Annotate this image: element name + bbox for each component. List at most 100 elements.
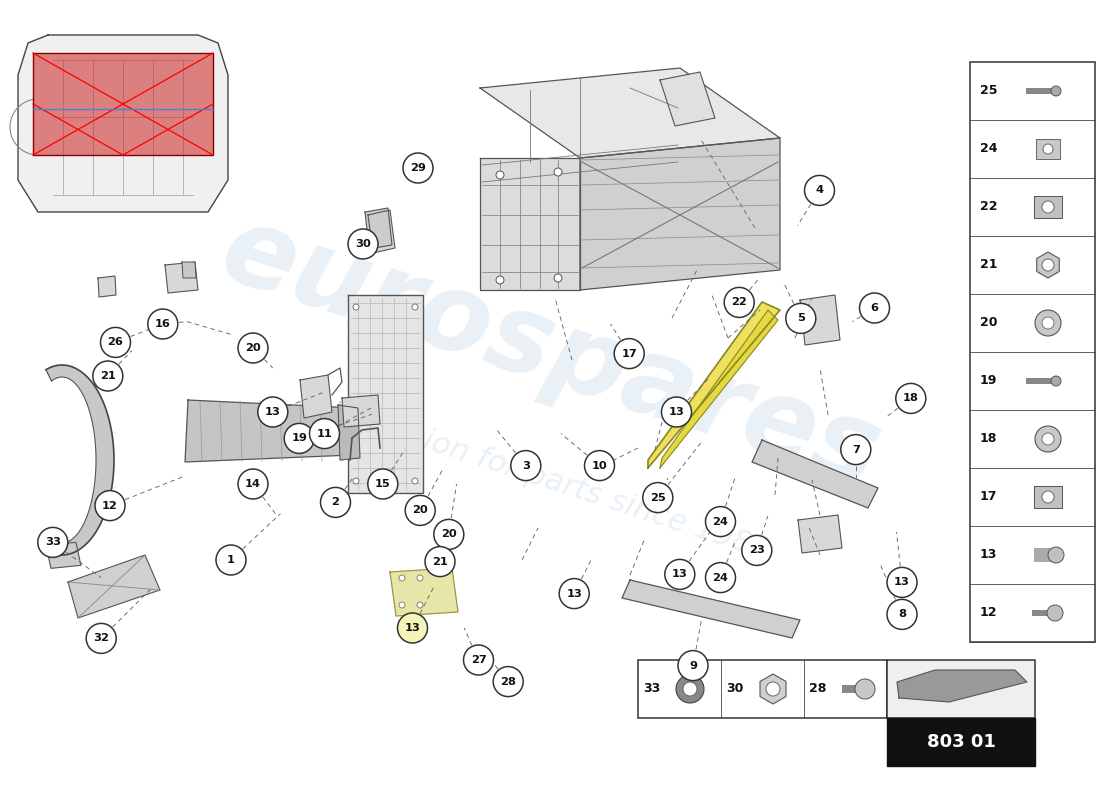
Text: 20: 20 bbox=[441, 530, 456, 539]
Text: 12: 12 bbox=[102, 501, 118, 510]
Text: 32: 32 bbox=[94, 634, 109, 643]
FancyBboxPatch shape bbox=[638, 660, 887, 718]
Circle shape bbox=[403, 153, 433, 183]
Text: 4: 4 bbox=[815, 186, 824, 195]
Circle shape bbox=[705, 506, 736, 537]
Circle shape bbox=[895, 383, 926, 414]
Text: 28: 28 bbox=[500, 677, 516, 686]
Circle shape bbox=[1042, 201, 1054, 213]
Polygon shape bbox=[1032, 610, 1050, 616]
Text: 20: 20 bbox=[412, 506, 428, 515]
Circle shape bbox=[1047, 605, 1063, 621]
Circle shape bbox=[724, 287, 755, 318]
Polygon shape bbox=[182, 262, 196, 278]
Polygon shape bbox=[660, 310, 778, 468]
Text: 13: 13 bbox=[894, 578, 910, 587]
Circle shape bbox=[741, 535, 772, 566]
Circle shape bbox=[348, 229, 378, 259]
Circle shape bbox=[642, 482, 673, 513]
Polygon shape bbox=[660, 72, 715, 126]
Text: 33: 33 bbox=[45, 538, 60, 547]
Circle shape bbox=[785, 303, 816, 334]
Text: 26: 26 bbox=[108, 338, 123, 347]
Text: 24: 24 bbox=[713, 517, 728, 526]
Circle shape bbox=[559, 578, 590, 609]
Circle shape bbox=[614, 338, 645, 369]
Polygon shape bbox=[338, 405, 360, 460]
Text: 18: 18 bbox=[980, 433, 998, 446]
Polygon shape bbox=[896, 670, 1027, 702]
Text: 16: 16 bbox=[155, 319, 170, 329]
Circle shape bbox=[676, 675, 704, 703]
Circle shape bbox=[320, 487, 351, 518]
Text: 22: 22 bbox=[732, 298, 747, 307]
Circle shape bbox=[95, 490, 125, 521]
Polygon shape bbox=[18, 35, 228, 212]
Polygon shape bbox=[98, 276, 116, 297]
Circle shape bbox=[147, 309, 178, 339]
Text: 24: 24 bbox=[713, 573, 728, 582]
Circle shape bbox=[1050, 86, 1062, 96]
Polygon shape bbox=[1034, 486, 1062, 508]
Circle shape bbox=[804, 175, 835, 206]
Circle shape bbox=[417, 602, 424, 608]
Text: 8: 8 bbox=[898, 610, 906, 619]
Text: 13: 13 bbox=[669, 407, 684, 417]
Circle shape bbox=[766, 682, 780, 696]
Circle shape bbox=[496, 276, 504, 284]
Text: 6: 6 bbox=[870, 303, 879, 313]
Polygon shape bbox=[798, 515, 842, 553]
Text: 21: 21 bbox=[980, 258, 998, 271]
Text: 22: 22 bbox=[980, 201, 998, 214]
Circle shape bbox=[493, 666, 524, 697]
Circle shape bbox=[705, 562, 736, 593]
Polygon shape bbox=[842, 685, 860, 693]
Polygon shape bbox=[480, 158, 580, 290]
Polygon shape bbox=[368, 210, 395, 253]
Circle shape bbox=[463, 645, 494, 675]
Circle shape bbox=[37, 527, 68, 558]
Circle shape bbox=[1042, 433, 1054, 445]
Circle shape bbox=[584, 450, 615, 481]
Circle shape bbox=[238, 469, 268, 499]
Text: 27: 27 bbox=[471, 655, 486, 665]
Text: 25: 25 bbox=[980, 85, 998, 98]
Text: 803 01: 803 01 bbox=[926, 733, 996, 751]
Circle shape bbox=[840, 434, 871, 465]
Text: 13: 13 bbox=[566, 589, 582, 598]
Text: 1: 1 bbox=[227, 555, 235, 565]
Polygon shape bbox=[390, 568, 458, 616]
Circle shape bbox=[92, 361, 123, 391]
Text: 29: 29 bbox=[410, 163, 426, 173]
Circle shape bbox=[399, 575, 405, 581]
Text: 23: 23 bbox=[749, 546, 764, 555]
Text: 10: 10 bbox=[592, 461, 607, 470]
Text: 30: 30 bbox=[355, 239, 371, 249]
Text: 13: 13 bbox=[980, 549, 998, 562]
Text: 9: 9 bbox=[689, 661, 697, 670]
Polygon shape bbox=[480, 68, 780, 158]
Circle shape bbox=[216, 545, 246, 575]
Text: 21: 21 bbox=[432, 557, 448, 566]
Text: 25: 25 bbox=[650, 493, 666, 502]
Text: 18: 18 bbox=[903, 394, 918, 403]
Polygon shape bbox=[648, 302, 780, 468]
Circle shape bbox=[887, 567, 917, 598]
Circle shape bbox=[417, 575, 424, 581]
Text: 2: 2 bbox=[331, 498, 340, 507]
Text: 7: 7 bbox=[851, 445, 860, 454]
Polygon shape bbox=[800, 295, 840, 345]
Polygon shape bbox=[46, 365, 114, 555]
Polygon shape bbox=[1036, 139, 1060, 159]
Circle shape bbox=[661, 397, 692, 427]
Circle shape bbox=[683, 682, 697, 696]
Circle shape bbox=[510, 450, 541, 481]
Circle shape bbox=[353, 304, 359, 310]
Circle shape bbox=[86, 623, 117, 654]
Text: 24: 24 bbox=[980, 142, 998, 155]
FancyBboxPatch shape bbox=[887, 660, 1035, 718]
Text: 17: 17 bbox=[980, 490, 998, 503]
Text: 11: 11 bbox=[317, 429, 332, 438]
Circle shape bbox=[238, 333, 268, 363]
Text: a passion for parts since 1985: a passion for parts since 1985 bbox=[327, 395, 773, 565]
